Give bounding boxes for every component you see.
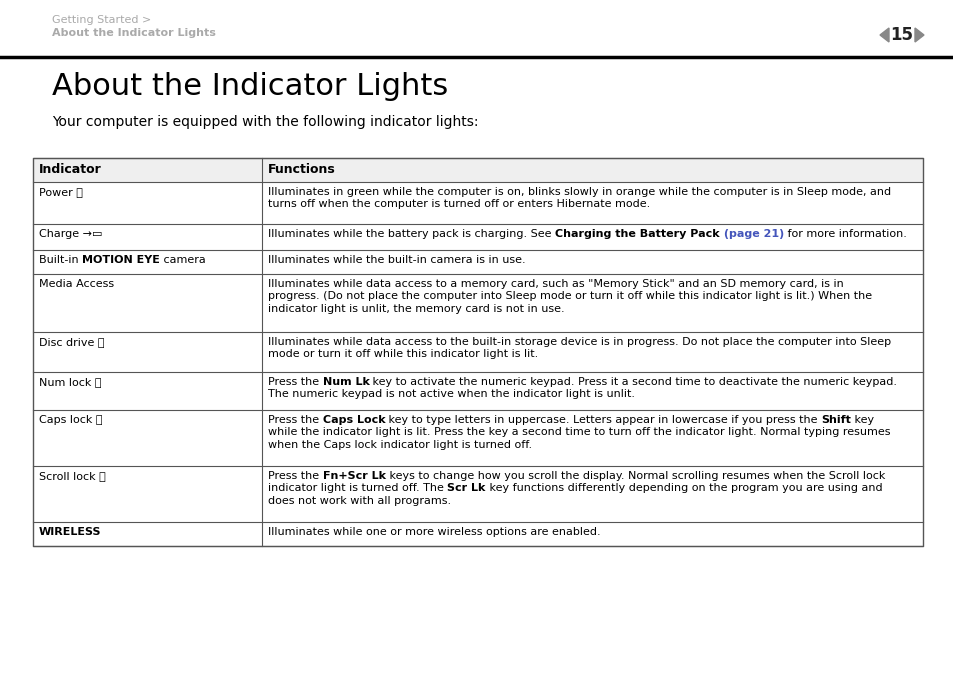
Text: Press the: Press the (268, 471, 322, 481)
Text: Illuminates while the battery pack is charging. See: Illuminates while the battery pack is ch… (268, 229, 555, 239)
Text: Shift: Shift (821, 415, 850, 425)
Text: Press the: Press the (268, 377, 322, 387)
Text: keys to change how you scroll the display. Normal scrolling resumes when the Scr: keys to change how you scroll the displa… (385, 471, 884, 481)
Polygon shape (879, 28, 888, 42)
Text: key: key (850, 415, 873, 425)
Text: progress. (Do not place the computer into Sleep mode or turn it off while this i: progress. (Do not place the computer int… (268, 291, 871, 301)
Text: Scr Lk: Scr Lk (447, 483, 485, 493)
Text: Indicator: Indicator (39, 163, 102, 176)
Text: About the Indicator Lights: About the Indicator Lights (52, 28, 215, 38)
Text: About the Indicator Lights: About the Indicator Lights (52, 72, 448, 101)
Text: indicator light is turned off. The: indicator light is turned off. The (268, 483, 447, 493)
Text: while the indicator light is lit. Press the key a second time to turn off the in: while the indicator light is lit. Press … (268, 427, 889, 437)
Text: Caps lock ⌕: Caps lock ⌕ (39, 415, 102, 425)
Text: camera: camera (160, 255, 206, 265)
Text: The numeric keypad is not active when the indicator light is unlit.: The numeric keypad is not active when th… (268, 390, 635, 400)
Text: Charge →▭: Charge →▭ (39, 229, 102, 239)
Bar (33, 158, 923, 182)
Text: Power ⏻: Power ⏻ (39, 187, 83, 197)
Text: does not work with all programs.: does not work with all programs. (268, 496, 451, 506)
Text: key functions differently depending on the program you are using and: key functions differently depending on t… (485, 483, 882, 493)
Text: key to activate the numeric keypad. Press it a second time to deactivate the num: key to activate the numeric keypad. Pres… (369, 377, 897, 387)
Text: Press the: Press the (268, 415, 322, 425)
Text: Num Lk: Num Lk (322, 377, 369, 387)
Text: Illuminates while one or more wireless options are enabled.: Illuminates while one or more wireless o… (268, 527, 600, 537)
Text: Built-in: Built-in (39, 255, 82, 265)
Text: (page 21): (page 21) (719, 229, 783, 239)
Text: Scroll lock ⌕: Scroll lock ⌕ (39, 471, 106, 481)
Text: Caps Lock: Caps Lock (322, 415, 385, 425)
Text: Getting Started >: Getting Started > (52, 15, 152, 25)
Text: 15: 15 (889, 26, 913, 44)
Text: Illuminates in green while the computer is on, blinks slowly in orange while the: Illuminates in green while the computer … (268, 187, 890, 197)
Text: indicator light is unlit, the memory card is not in use.: indicator light is unlit, the memory car… (268, 304, 564, 314)
Text: when the Caps lock indicator light is turned off.: when the Caps lock indicator light is tu… (268, 440, 532, 450)
Text: Illuminates while data access to the built-in storage device is in progress. Do : Illuminates while data access to the bui… (268, 337, 890, 347)
Text: Num lock ⌕: Num lock ⌕ (39, 377, 101, 387)
Text: Your computer is equipped with the following indicator lights:: Your computer is equipped with the follo… (52, 115, 478, 129)
Text: Functions: Functions (268, 163, 335, 176)
Text: Media Access: Media Access (39, 279, 114, 289)
Text: mode or turn it off while this indicator light is lit.: mode or turn it off while this indicator… (268, 349, 537, 359)
Text: turns off when the computer is turned off or enters Hibernate mode.: turns off when the computer is turned of… (268, 200, 650, 210)
Text: Disc drive ⎕: Disc drive ⎕ (39, 337, 105, 347)
Polygon shape (914, 28, 923, 42)
Text: key to type letters in uppercase. Letters appear in lowercase if you press the: key to type letters in uppercase. Letter… (385, 415, 821, 425)
Text: Charging the Battery Pack: Charging the Battery Pack (555, 229, 719, 239)
Text: Illuminates while data access to a memory card, such as "Memory Stick" and an SD: Illuminates while data access to a memor… (268, 279, 842, 289)
Text: for more information.: for more information. (783, 229, 905, 239)
Text: Fn+Scr Lk: Fn+Scr Lk (322, 471, 385, 481)
Text: MOTION EYE: MOTION EYE (82, 255, 160, 265)
Text: WIRELESS: WIRELESS (39, 527, 101, 537)
Bar (33, 158, 923, 546)
Text: Illuminates while the built-in camera is in use.: Illuminates while the built-in camera is… (268, 255, 525, 265)
